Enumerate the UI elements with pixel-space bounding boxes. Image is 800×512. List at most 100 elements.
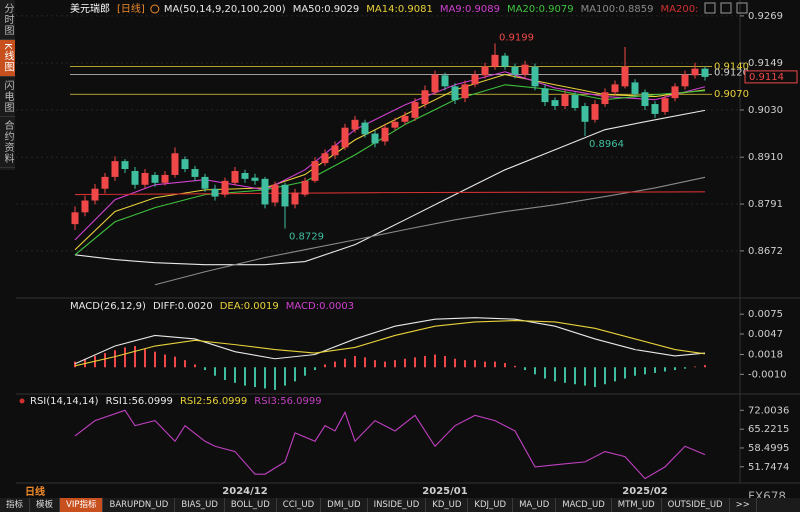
current-price-label: 0.9114: [749, 72, 784, 83]
macd-bar: [294, 367, 296, 382]
x-tick-label: 2024/12: [222, 486, 267, 497]
y-tick-label: 0.0018: [748, 350, 783, 361]
indicator-tab[interactable]: MTM_UD: [612, 498, 662, 512]
macd-bar: [274, 367, 276, 390]
indicator-tab[interactable]: BOLL_UD: [225, 498, 277, 512]
indicator-line: [154, 176, 706, 286]
macd-bar: [74, 361, 76, 368]
candle-body: [701, 68, 709, 77]
macd-bar: [264, 367, 266, 389]
current-price-box: [744, 70, 798, 84]
macd-bar: [484, 361, 486, 368]
y-tick-label: 0.9269: [748, 11, 783, 22]
indicator-tab[interactable]: >>: [730, 498, 757, 512]
y-tick-label: 58.4995: [748, 443, 789, 454]
indicator-tab[interactable]: DMI_UD: [321, 498, 368, 512]
indicator: RSI(14,14,14): [30, 396, 99, 407]
indicator-tab[interactable]: 模板: [30, 498, 61, 512]
y-tick-label: 0.8910: [748, 152, 783, 163]
y-tick-label: -0.0010: [748, 369, 787, 380]
legend-entry: MA9:0.9089: [440, 4, 500, 15]
extreme-label: 0.8964: [589, 139, 624, 150]
y-tick-label: 65.2215: [748, 424, 789, 435]
y-tick-label: 0.8791: [748, 199, 783, 210]
macd-bar: [584, 367, 586, 386]
period-label[interactable]: 日线: [25, 485, 45, 498]
indicator-tab[interactable]: 指标: [0, 498, 31, 512]
indicator-tab[interactable]: BARUPDN_UD: [103, 498, 176, 512]
legend-entry: RSI1:56.0999: [106, 396, 173, 407]
candle-body: [141, 172, 149, 185]
toolbar-icon[interactable]: [720, 2, 732, 14]
indicator-tab[interactable]: KDJ_UD: [468, 498, 514, 512]
macd-bar: [654, 367, 656, 373]
macd-bar: [544, 367, 546, 379]
macd-bar: [404, 358, 406, 368]
indicator-tab[interactable]: OUTSIDE_UD: [662, 498, 730, 512]
macd-bar: [634, 367, 636, 376]
indicator-icon[interactable]: [19, 398, 25, 404]
indicator-tab[interactable]: CCI_UD: [277, 498, 322, 512]
candle-body: [641, 92, 649, 107]
macd-bar: [374, 360, 376, 368]
candle-body: [691, 68, 699, 76]
settings-icon: [150, 4, 160, 14]
toolbar-icon[interactable]: [736, 2, 748, 14]
macd-bar: [674, 367, 676, 371]
candle-body: [401, 115, 409, 122]
candle-body: [521, 64, 529, 75]
indicator-tab[interactable]: VIP指标: [60, 498, 104, 512]
indicator-tab[interactable]: MA_UD: [513, 498, 557, 512]
indicator-line: [74, 84, 706, 256]
candle-body: [181, 159, 189, 170]
extreme-label: 0.9199: [499, 32, 534, 43]
y-tick-label: 0.9030: [748, 105, 783, 116]
legend-entry: RSI2:56.0999: [180, 396, 247, 407]
macd-bar: [474, 360, 476, 368]
indicator-tab[interactable]: KD_UD: [426, 498, 469, 512]
candle-body: [81, 200, 89, 213]
candle-body: [601, 92, 609, 105]
sidebar-tab[interactable]: 闪电图: [0, 77, 15, 117]
candle-body: [491, 54, 499, 67]
macd-bar: [524, 367, 526, 371]
candle-body: [171, 153, 179, 175]
macd-bar: [384, 361, 386, 368]
indicator-tab[interactable]: BIAS_UD: [175, 498, 225, 512]
indicator: MACD(26,12,9): [70, 301, 146, 312]
candle-body: [551, 100, 559, 107]
indicator: MA(50,14,9,20,100,200): [164, 4, 286, 15]
indicator-line: [74, 409, 706, 480]
indicator-tab[interactable]: MACD_UD: [556, 498, 612, 512]
legend-entry: MACD:0.0003: [286, 301, 354, 312]
indicator-tab[interactable]: INSIDE_UD: [368, 498, 427, 512]
macd-bar: [424, 355, 426, 368]
candle-body: [361, 122, 369, 135]
macd-bar: [394, 360, 396, 368]
price-level-label: 0.9140: [714, 62, 749, 73]
extreme-label: 0.8729: [289, 231, 324, 242]
candle-body: [341, 127, 349, 148]
sidebar-tab[interactable]: 分时图: [0, 0, 15, 40]
legend-entry: MA20:0.9079: [507, 4, 574, 15]
candle-body: [291, 192, 299, 205]
indicator-line: [74, 191, 706, 196]
sidebar-tab[interactable]: 合约资料: [0, 117, 15, 168]
macd-bar: [314, 367, 316, 371]
x-tick-label: 2025/01: [422, 486, 467, 497]
macd-bar: [204, 367, 206, 371]
macd-bar: [664, 367, 666, 372]
candle-body: [131, 170, 139, 185]
candle-body: [221, 180, 229, 195]
toolbar-icon[interactable]: [704, 2, 716, 14]
candle-body: [481, 66, 489, 76]
candle-body: [541, 88, 549, 103]
candle-body: [101, 176, 109, 189]
legend-entry: DEA:0.0019: [220, 301, 279, 312]
indicator-line: [74, 320, 706, 367]
legend-entry: MA14:0.9081: [366, 4, 433, 15]
sidebar-tab[interactable]: K线图: [0, 40, 15, 77]
macd-bar: [504, 363, 506, 368]
candle-body: [321, 153, 329, 164]
